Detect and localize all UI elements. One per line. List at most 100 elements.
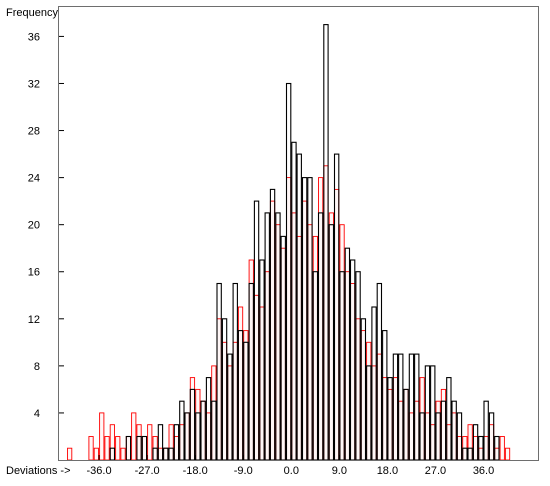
bar-series-red-bin — [446, 424, 452, 461]
bar-series-red-bin — [227, 365, 233, 461]
bar-series-red-bin — [157, 447, 164, 461]
bar-series-red-bin — [366, 341, 372, 461]
bar-series-red-bin — [237, 306, 244, 461]
x-tick-label: 27.0 — [425, 465, 446, 477]
bar-series-red-bin — [200, 400, 206, 461]
bar-series-red-bin — [184, 412, 190, 461]
bar-series-red-bin — [318, 177, 324, 461]
bar-series-red-bin — [403, 388, 409, 461]
axis-ticks: -36.0 -27.0 -18.0 -9.0 0.0 9.0 18.0 27.0 36.0 4 8 1… — [28, 31, 494, 477]
bar-series-red-bin — [419, 377, 425, 461]
bar-series-red-bin — [494, 447, 500, 461]
bar-series-red-bin — [115, 436, 121, 461]
bar-series-red-bin — [67, 447, 73, 461]
bar-series-red-bin — [371, 365, 377, 461]
bar-series-red-bin — [179, 424, 185, 461]
bar-series-red-bin — [408, 412, 415, 461]
bar-series-red-bin — [216, 318, 222, 461]
bar-series-red-bin — [93, 447, 99, 461]
bar-series-red-bin — [88, 436, 94, 461]
bar-series-red-bin — [472, 436, 479, 461]
bar-series-red-bin — [296, 235, 302, 461]
y-tick-label: 4 — [34, 408, 40, 420]
bar-series-red-bin — [478, 447, 484, 461]
bar-series-red-bin — [398, 400, 404, 461]
bar-series-red-bin — [211, 365, 217, 461]
bar-series-red-bin — [221, 341, 228, 461]
x-tick-label: 18.0 — [377, 465, 398, 477]
series-red-bars — [67, 165, 511, 461]
bar-series-red-bin — [189, 377, 196, 461]
x-tick-label: 0.0 — [284, 465, 299, 477]
bar-series-red-bin — [451, 412, 457, 461]
bar-series-red-bin — [488, 424, 495, 461]
y-tick-label: 20 — [28, 220, 40, 232]
y-tick-label: 28 — [28, 126, 40, 138]
bar-series-red-bin — [163, 447, 169, 461]
bar-series-red-bin — [147, 424, 153, 461]
bar-series-red-bin — [243, 330, 249, 461]
bar-series-red-bin — [504, 447, 511, 461]
bar-series-red-bin — [141, 436, 148, 461]
bar-series-red-bin — [136, 424, 142, 461]
bar-series-red-bin — [499, 436, 505, 461]
x-tick-label: 36.0 — [473, 465, 494, 477]
bar-series-red-bin — [376, 353, 382, 461]
bar-series-red-bin — [339, 224, 345, 461]
bar-series-red-bin — [104, 436, 110, 461]
bar-series-red-bin — [483, 436, 489, 461]
bar-series-red-bin — [392, 377, 399, 461]
bar-series-red-bin — [195, 388, 201, 461]
x-tick-label: -36.0 — [87, 465, 112, 477]
x-tick-label: 9.0 — [332, 465, 347, 477]
bar-series-red-bin — [328, 212, 334, 461]
bar-series-red-bin — [312, 235, 318, 461]
bar-series-red-bin — [168, 424, 174, 461]
bar-series-red-bin — [382, 377, 388, 461]
bar-series-red-bin — [269, 200, 276, 461]
bar-series-red-bin — [109, 424, 115, 461]
bar-series-red-bin — [131, 412, 137, 461]
y-tick-label: 24 — [28, 173, 40, 185]
bar-series-red-bin — [280, 247, 286, 461]
bar-series-red-bin — [286, 177, 292, 461]
bar-series-red-bin — [120, 447, 126, 461]
bar-series-red-bin — [344, 271, 350, 461]
bar-series-red-bin — [467, 424, 473, 461]
bar-series-red-bin — [253, 294, 260, 461]
y-tick-label: 36 — [28, 31, 40, 43]
x-tick-label: -27.0 — [135, 465, 160, 477]
bar-series-red-bin — [248, 259, 254, 461]
bar-series-red-bin — [264, 271, 270, 461]
bar-series-red-bin — [440, 388, 447, 461]
bar-series-red-bin — [350, 283, 356, 461]
bar-series-red-bin — [275, 224, 281, 461]
bar-series-red-bin — [173, 436, 180, 461]
plot-frame — [58, 6, 539, 461]
bar-series-red-bin — [424, 412, 431, 461]
y-tick-label: 16 — [28, 267, 40, 279]
bar-series-red-bin — [302, 200, 308, 461]
bar-series-red-bin — [125, 436, 132, 461]
y-tick-label: 8 — [34, 361, 40, 373]
y-tick-label: 12 — [28, 314, 40, 326]
x-tick-label: -18.0 — [183, 465, 208, 477]
bar-series-red-bin — [232, 341, 238, 461]
bar-series-red-bin — [307, 224, 313, 461]
bar-series-red-bin — [205, 412, 212, 461]
bar-series-red-bin — [360, 330, 366, 461]
bar-series-red-bin — [435, 400, 441, 461]
y-tick-label: 32 — [28, 78, 40, 90]
bar-series-red-bin — [323, 165, 329, 461]
bar-series-red-bin — [334, 188, 340, 461]
y-axis-label: Frequency — [6, 7, 58, 19]
bar-series-red-bin — [456, 436, 463, 461]
bar-series-red-bin — [430, 424, 436, 461]
bar-series-red-bin — [387, 388, 393, 461]
x-tick-label: -9.0 — [234, 465, 253, 477]
bar-series-red-bin — [259, 306, 265, 461]
bar-series-red-bin — [99, 412, 105, 461]
x-axis-label: Deviations -> — [6, 465, 71, 477]
